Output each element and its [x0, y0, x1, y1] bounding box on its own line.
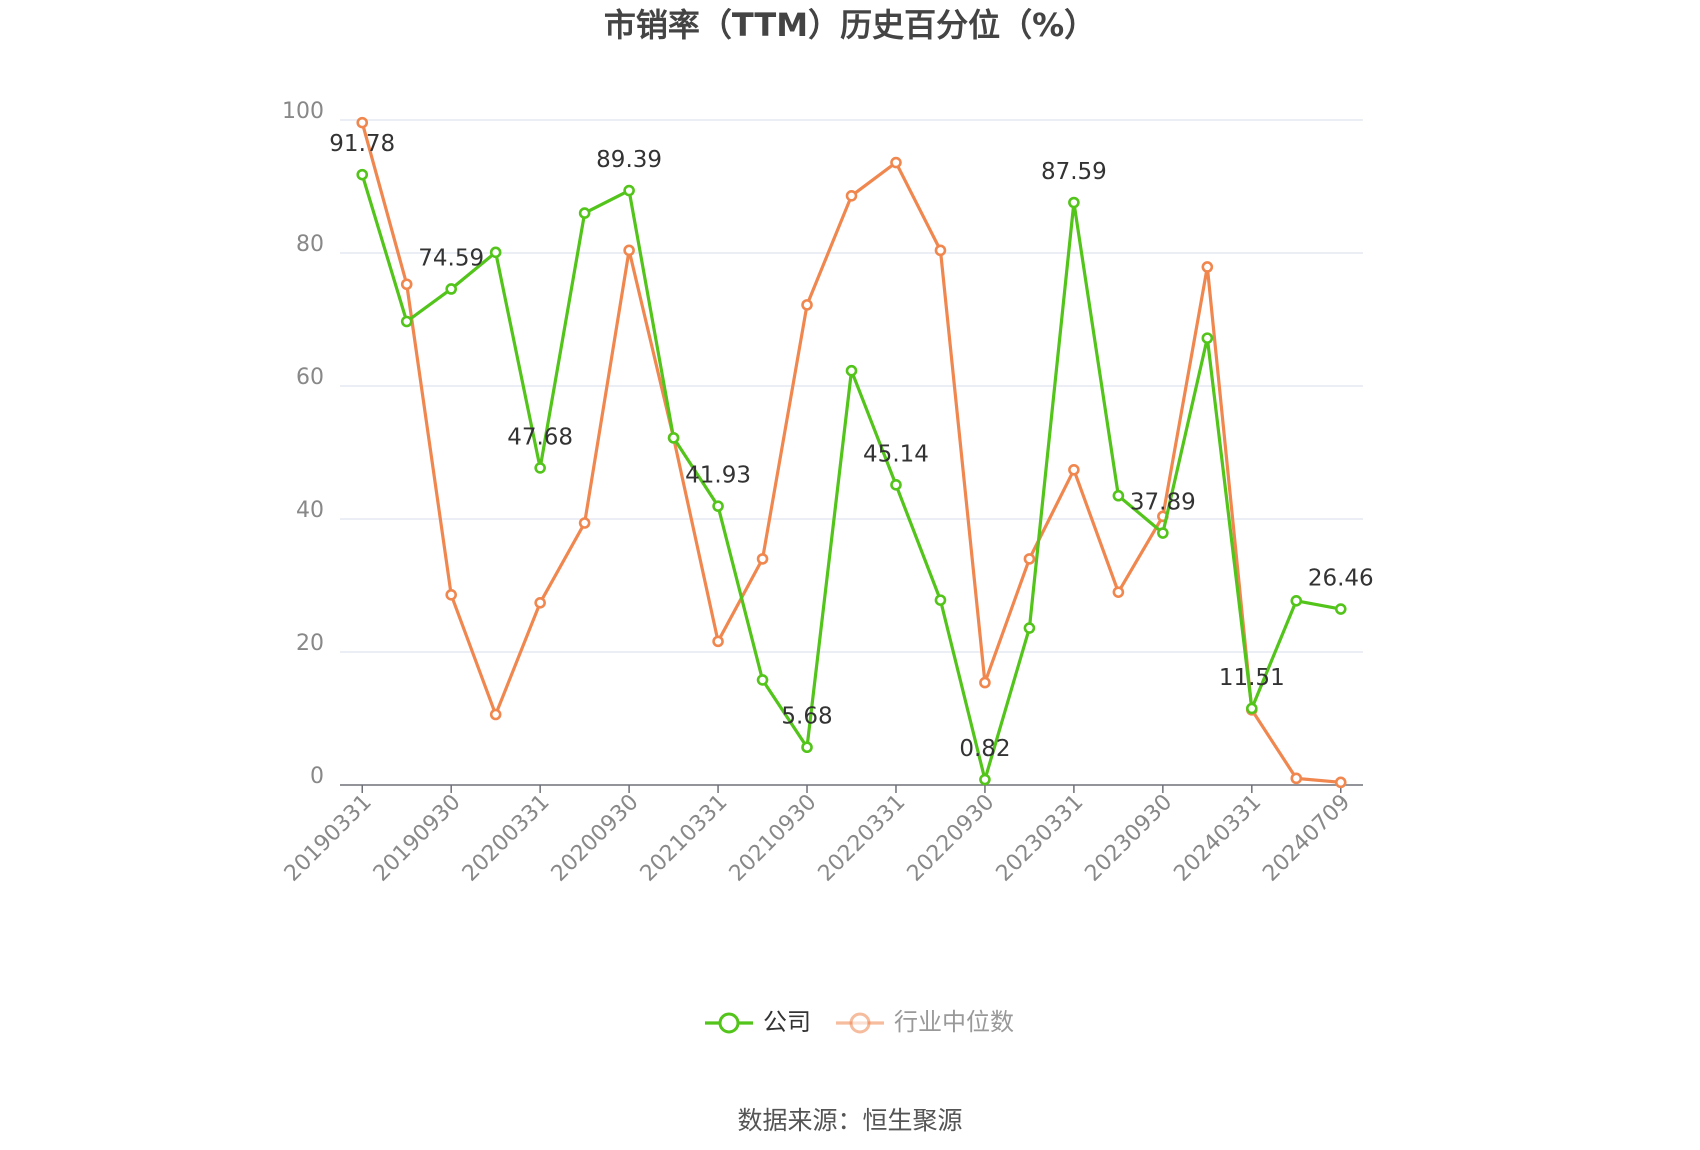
data-point — [1201, 261, 1214, 273]
legend-marker — [718, 1012, 740, 1034]
data-point — [1023, 622, 1036, 634]
x-tick-label: 20190331 — [280, 790, 377, 887]
data-label: 5.68 — [781, 704, 832, 730]
data-point — [979, 676, 991, 689]
series-line — [360, 174, 1342, 782]
x-tick-label: 20220331 — [814, 790, 911, 887]
data-point — [489, 708, 502, 721]
data-point — [623, 184, 635, 197]
source: 数据来源：恒生聚源 — [737, 1106, 962, 1135]
data-point — [1023, 553, 1036, 565]
data-point — [1334, 603, 1347, 615]
data-point — [1201, 332, 1214, 344]
data-point — [445, 283, 457, 295]
data-point — [534, 596, 546, 609]
x-tick-label: 20240331 — [1169, 790, 1266, 887]
x-tick-label: 20240709 — [1258, 790, 1355, 887]
data-point — [845, 190, 858, 202]
data-point — [756, 674, 769, 686]
data-point — [1112, 489, 1125, 502]
data-label: 91.78 — [329, 131, 395, 157]
x-tick-label: 20230331 — [992, 790, 1089, 887]
data-point — [445, 589, 457, 601]
data-point — [934, 594, 947, 606]
data-point — [667, 432, 680, 444]
data-point — [801, 741, 813, 754]
data-point — [578, 207, 591, 219]
legend-marker — [849, 1012, 871, 1034]
data-label: 47.68 — [507, 424, 573, 450]
data-point — [712, 500, 724, 512]
data-label: 89.39 — [596, 147, 662, 173]
data-label: 37.89 — [1130, 490, 1196, 516]
y-tick-label: 0 — [310, 764, 324, 789]
data-point — [979, 773, 991, 786]
data-label: 0.82 — [959, 736, 1010, 762]
data-point — [400, 315, 413, 328]
y-tick-label: 60 — [296, 365, 324, 390]
data-label: 74.59 — [418, 245, 484, 271]
data-label: 45.14 — [863, 441, 929, 467]
data-point — [1068, 463, 1080, 476]
data-point — [712, 635, 724, 648]
data-point — [801, 299, 813, 311]
data-point — [356, 168, 369, 181]
y-tick-label: 80 — [296, 232, 324, 257]
data-point — [845, 364, 858, 377]
y-tick-label: 100 — [282, 99, 324, 124]
data-point — [623, 244, 635, 257]
data-label: 87.59 — [1041, 159, 1107, 185]
data-point — [534, 462, 546, 474]
data-point — [489, 246, 502, 259]
legend-label: 行业中位数 — [894, 1008, 1014, 1036]
data-point — [578, 517, 591, 529]
data-point — [934, 244, 947, 257]
data-point — [756, 553, 769, 565]
x-tick-label: 20220930 — [903, 790, 1000, 887]
data-point — [1334, 776, 1347, 789]
series-line — [360, 122, 1341, 784]
data-point — [1157, 527, 1169, 539]
x-tick-label: 20210331 — [636, 790, 733, 887]
data-point — [1246, 702, 1258, 715]
legend-label: 公司 — [763, 1008, 811, 1036]
data-point — [1068, 196, 1080, 209]
data-point — [1290, 594, 1303, 607]
y-tick-label: 20 — [296, 631, 324, 656]
data-label: 41.93 — [685, 463, 751, 489]
data-point — [1290, 772, 1303, 785]
chart-title: 市销率（TTM）历史百分位（%） — [604, 6, 1096, 44]
x-tick-label: 20210930 — [725, 790, 822, 887]
data-point — [1112, 586, 1125, 598]
data-point — [890, 156, 902, 169]
x-tick-label: 20200930 — [547, 790, 644, 887]
x-tick-label: 20190930 — [369, 790, 466, 887]
data-point — [356, 116, 369, 129]
data-point — [400, 278, 413, 291]
data-label: 11.51 — [1219, 665, 1285, 691]
x-tick-label: 20200331 — [458, 790, 555, 887]
data-point — [890, 479, 902, 491]
data-label: 26.46 — [1308, 566, 1374, 592]
x-tick-label: 20230930 — [1080, 790, 1177, 887]
y-tick-label: 40 — [296, 498, 324, 523]
